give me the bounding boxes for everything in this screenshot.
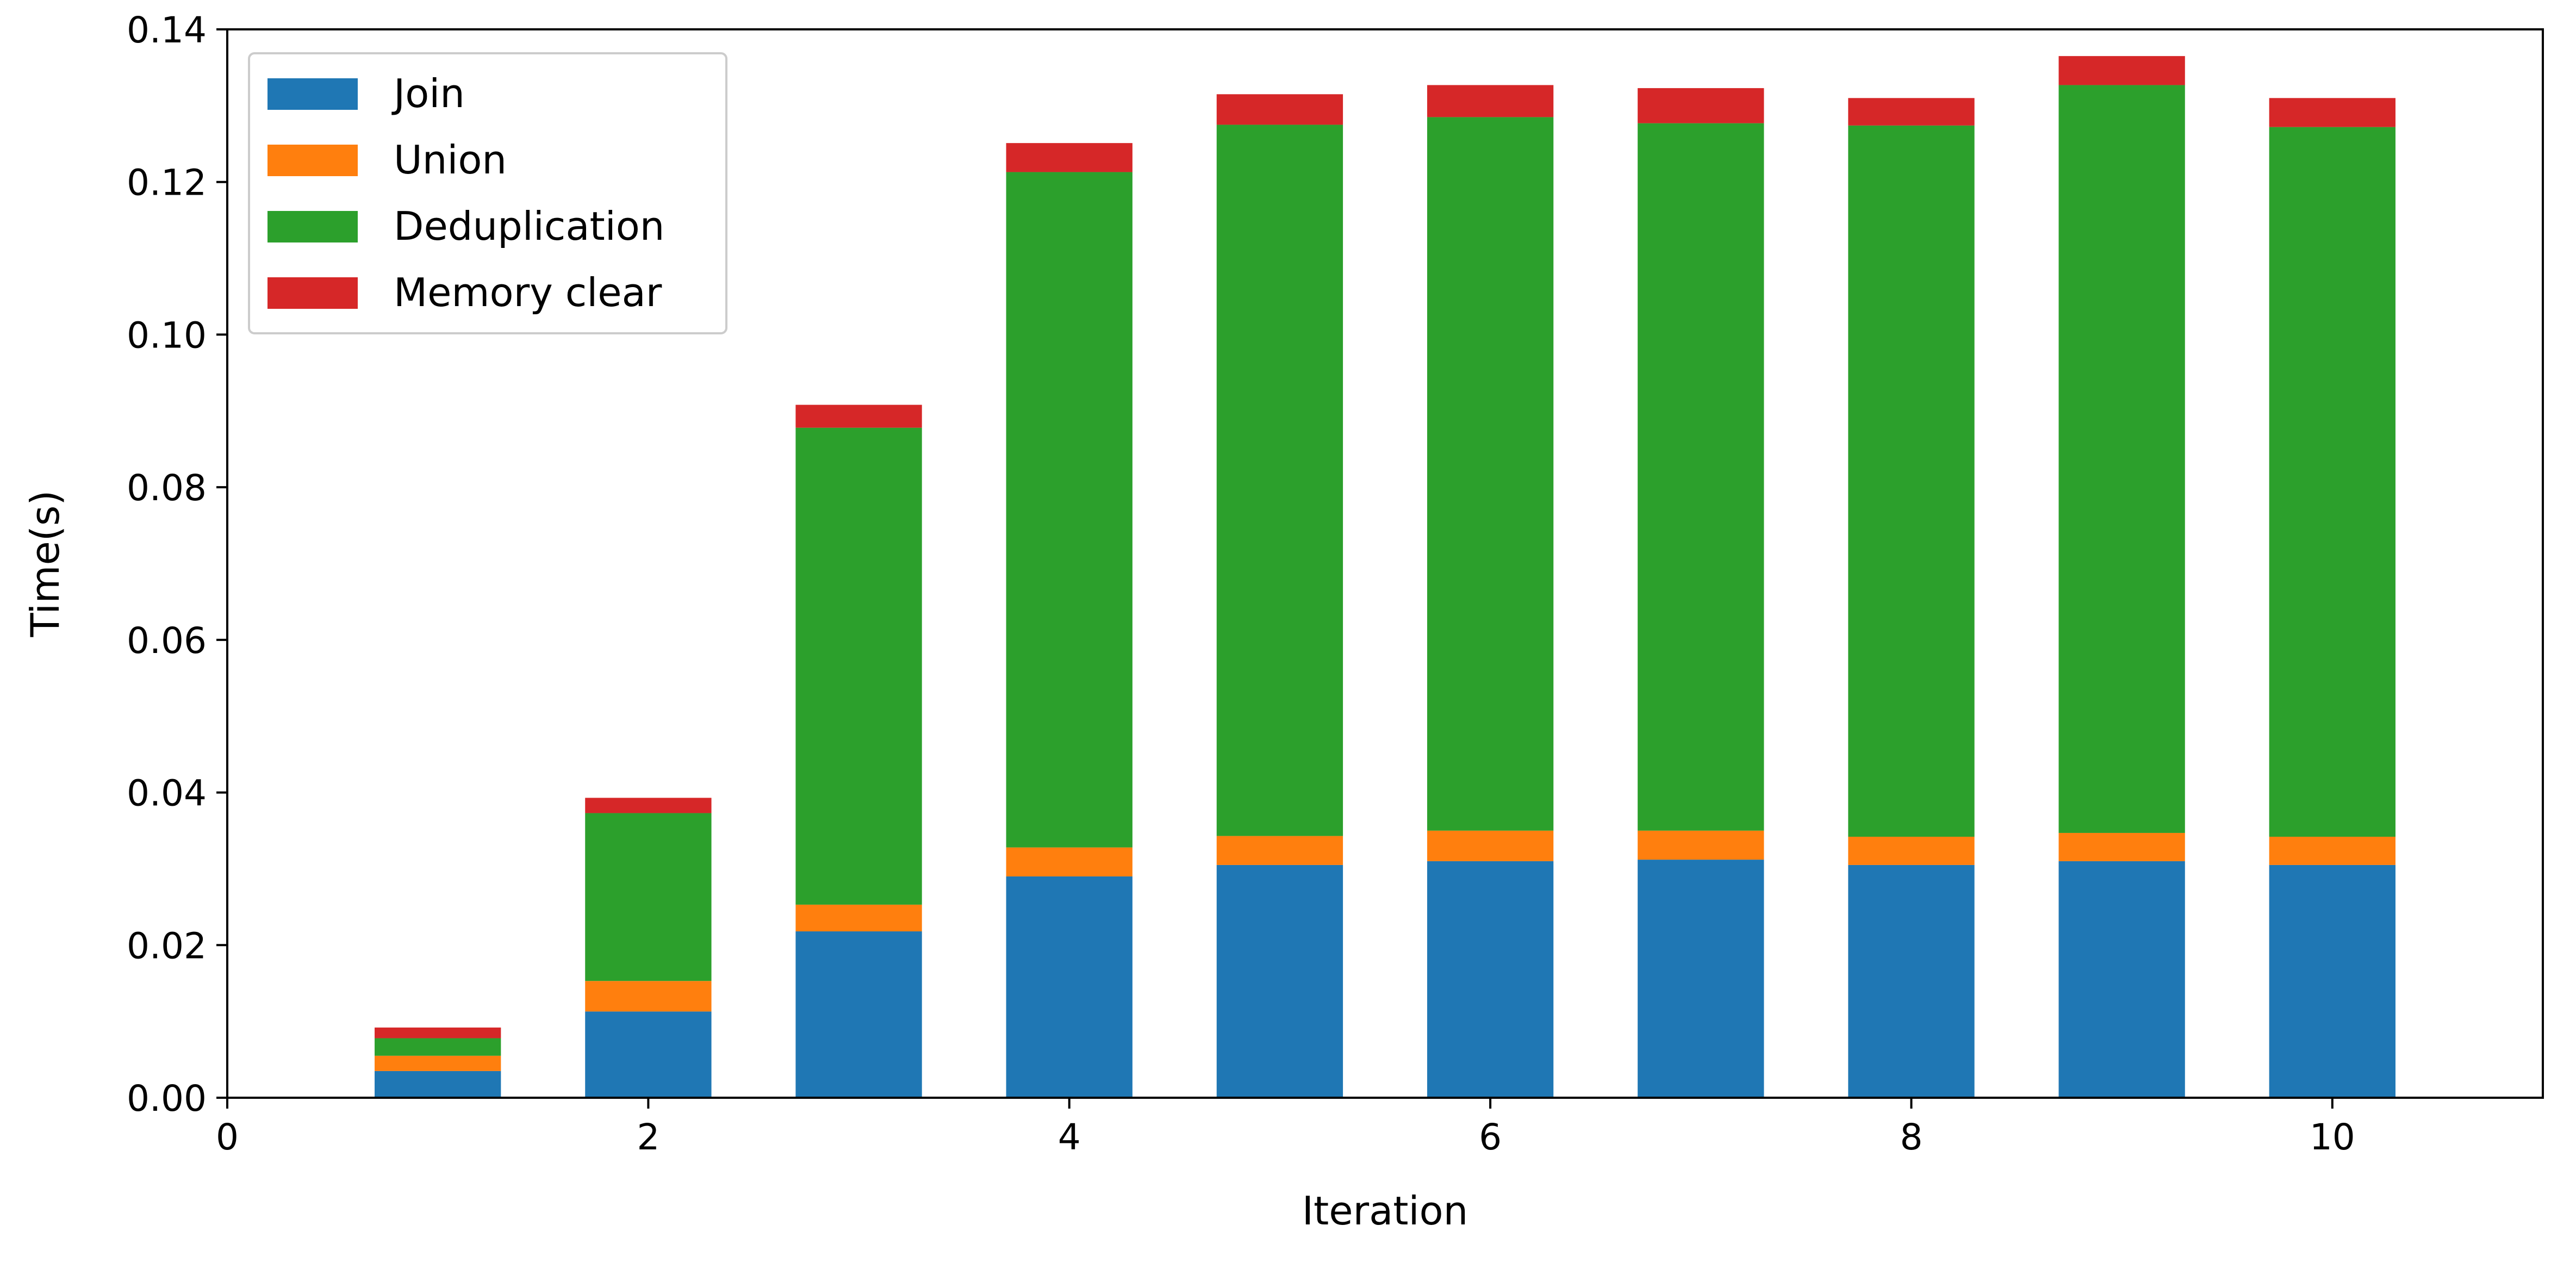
bar-deduplication-iter-10	[2269, 127, 2395, 837]
legend-swatch-union	[267, 145, 358, 176]
bar-join-iter-9	[2058, 861, 2185, 1098]
y-tick-label: 0.08	[127, 467, 207, 509]
bar-union-iter-4	[1006, 847, 1133, 876]
y-axis-label: Time(s)	[22, 490, 68, 638]
bar-join-iter-4	[1006, 876, 1133, 1098]
bar-memory-clear-iter-4	[1006, 143, 1133, 172]
bar-memory-clear-iter-9	[2058, 56, 2185, 85]
bar-union-iter-6	[1427, 830, 1554, 861]
y-tick-label: 0.14	[127, 9, 207, 51]
bar-memory-clear-iter-2	[585, 798, 712, 813]
bar-memory-clear-iter-6	[1427, 85, 1554, 117]
bar-union-iter-8	[1848, 836, 1975, 865]
bar-deduplication-iter-1	[375, 1038, 501, 1056]
bar-union-iter-1	[375, 1055, 501, 1071]
bar-union-iter-9	[2058, 832, 2185, 861]
legend-label-union: Union	[394, 137, 507, 183]
x-tick-label: 8	[1900, 1116, 1922, 1158]
x-tick-label: 2	[637, 1116, 659, 1158]
x-tick-label: 4	[1058, 1116, 1081, 1158]
bar-memory-clear-iter-8	[1848, 98, 1975, 126]
x-tick-label: 0	[216, 1116, 239, 1158]
legend-box	[248, 52, 727, 334]
bar-memory-clear-iter-7	[1638, 88, 1764, 123]
bar-join-iter-1	[375, 1071, 501, 1098]
legend-label-join: Join	[391, 71, 465, 116]
legend-label-memory-clear: Memory clear	[394, 270, 662, 315]
plot-area-frame	[226, 28, 2544, 1099]
bar-union-iter-10	[2269, 836, 2395, 865]
bar-union-iter-5	[1216, 836, 1343, 865]
bar-deduplication-iter-4	[1006, 172, 1133, 848]
bar-deduplication-iter-7	[1638, 123, 1764, 831]
bar-join-iter-5	[1216, 864, 1343, 1098]
bar-memory-clear-iter-10	[2269, 98, 2395, 127]
bar-deduplication-iter-3	[795, 427, 922, 905]
bar-memory-clear-iter-1	[375, 1027, 501, 1038]
y-tick-label: 0.00	[127, 1078, 207, 1119]
bar-memory-clear-iter-3	[795, 405, 922, 428]
legend: Join Union Deduplication Memory clear	[248, 52, 727, 334]
bar-join-iter-2	[585, 1011, 712, 1098]
x-tick-label: 10	[2310, 1116, 2355, 1158]
y-tick-label: 0.06	[127, 620, 207, 662]
x-axis-label: Iteration	[1302, 1188, 1468, 1234]
x-tick-label: 6	[1479, 1116, 1502, 1158]
bar-join-iter-8	[1848, 864, 1975, 1098]
bar-memory-clear-iter-5	[1216, 94, 1343, 125]
legend-swatch-deduplication	[267, 211, 358, 242]
bar-deduplication-iter-6	[1427, 117, 1554, 831]
bar-join-iter-7	[1638, 860, 1764, 1098]
bars	[375, 56, 2395, 1098]
legend-swatch-join	[267, 78, 358, 110]
x-axis-ticks: 0 2 4 6 8 10	[216, 1098, 2355, 1158]
y-tick-label: 0.04	[127, 773, 207, 814]
bar-deduplication-iter-2	[585, 813, 712, 981]
bar-deduplication-iter-9	[2058, 85, 2185, 833]
legend-label-deduplication: Deduplication	[394, 203, 664, 249]
bar-join-iter-10	[2269, 864, 2395, 1098]
bar-join-iter-3	[795, 931, 922, 1098]
y-tick-label: 0.02	[127, 925, 207, 967]
bar-deduplication-iter-8	[1848, 125, 1975, 837]
y-axis-ticks: 0.00 0.02 0.04 0.06 0.08 0.10 0.12 0.14	[127, 9, 227, 1119]
y-tick-label: 0.12	[127, 162, 207, 204]
bar-union-iter-7	[1638, 830, 1764, 860]
bar-join-iter-6	[1427, 861, 1554, 1098]
legend-swatch-memory-clear	[267, 277, 358, 309]
bar-union-iter-3	[795, 904, 922, 932]
bar-deduplication-iter-5	[1216, 125, 1343, 836]
bar-union-iter-2	[585, 981, 712, 1012]
y-tick-label: 0.10	[127, 314, 207, 356]
